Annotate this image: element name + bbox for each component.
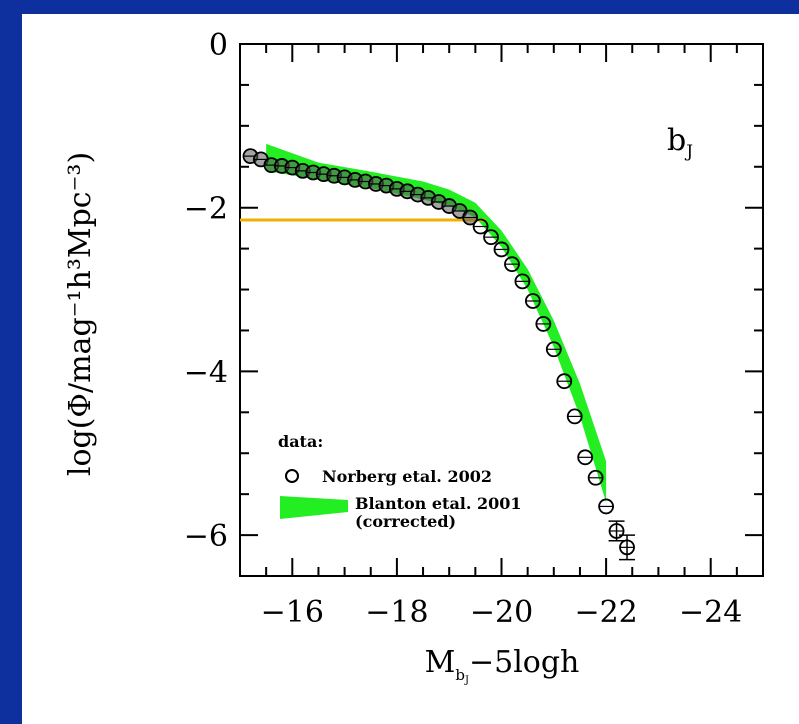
legend-title: data: [278, 432, 323, 451]
figure-panel: −16 −18 −20 −22 −24 0 −2 −4 −6 bJ data: Norberg … [22, 14, 799, 724]
y-tick-label: 0 [209, 28, 228, 63]
x-axis-title-sub: b [455, 666, 465, 684]
legend-entry-norberg: Norberg etal. 2002 [322, 467, 492, 486]
x-tick-label: −24 [679, 595, 742, 630]
y-axis-title: log(Φ/mag⁻¹h³Mpc⁻³) [63, 152, 98, 476]
x-axis-title-rest: −5logh [469, 645, 579, 680]
band-label-sub: J [684, 142, 693, 162]
y-tick-label: −4 [184, 355, 228, 390]
band-label: bJ [667, 123, 693, 162]
y-tick-label: −6 [184, 519, 228, 554]
legend: data: Norberg etal. 2002 Blanton etal. 2… [278, 432, 522, 531]
x-tick-label: −18 [365, 595, 428, 630]
legend-entry-corrected: (corrected) [355, 512, 456, 531]
x-tick-label: −22 [574, 595, 637, 630]
x-axis-title: MbJ−5logh [425, 645, 580, 686]
band-label-main: b [667, 123, 686, 158]
x-tick-label: −20 [470, 595, 533, 630]
legend-entry-blanton: Blanton etal. 2001 [355, 494, 522, 513]
luminosity-function-chart: −16 −18 −20 −22 −240−2−4−6 bJ data: Norberg … [22, 14, 799, 724]
x-tick-label: −16 [261, 595, 324, 630]
legend-swatch-blanton [280, 496, 348, 519]
x-axis-title-main: M [425, 645, 456, 680]
legend-marker-norberg [286, 470, 298, 482]
tick-labels: −16 −18 −20 −22 −24 0 −2 −4 −6 [184, 28, 743, 630]
y-tick-label: −2 [184, 192, 228, 227]
